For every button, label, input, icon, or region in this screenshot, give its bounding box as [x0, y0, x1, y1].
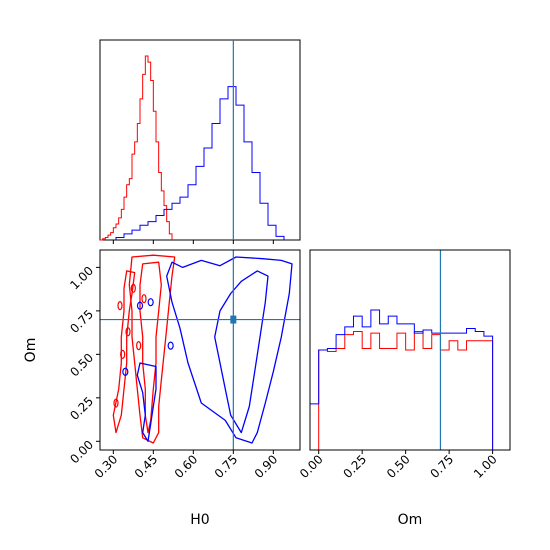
panel-contour: [99, 249, 301, 451]
y-axis-label-om: Om: [23, 338, 39, 363]
contour-red-island: [113, 398, 119, 408]
tick-label-om-x: 0.25: [341, 452, 370, 481]
contour-red-inner: [139, 261, 162, 434]
tick-label-om-x: 0.50: [384, 452, 413, 481]
truth-marker: [230, 315, 237, 324]
tick-label-om-y: 1.00: [67, 264, 96, 293]
tick-label-om-y: 0.50: [67, 351, 96, 380]
panel-h0-frame: [99, 39, 301, 241]
contour-blue-island: [122, 367, 129, 376]
contour-blue-island: [167, 341, 174, 350]
panel-contour-frame: [99, 249, 301, 451]
tick-label-om-y: 0.25: [67, 394, 96, 423]
tick-label-om-y: 0.00: [67, 438, 96, 467]
contour-blue-island: [136, 301, 144, 310]
tick-label-om-x: 0.75: [427, 452, 456, 481]
contour-blue-inner: [214, 270, 269, 434]
om-histogram-blue: [309, 309, 502, 451]
tick-label-h0: 0.60: [172, 452, 201, 481]
x-axis-label-h0: H0: [190, 512, 209, 528]
panel-om-frame: [309, 249, 511, 451]
panel-om-histogram: [309, 249, 511, 451]
contour-red-island: [141, 294, 147, 304]
tick-label-h0: 0.75: [212, 452, 241, 481]
h0-histogram-red: [100, 55, 173, 241]
contour-blue-island: [147, 298, 154, 307]
contour-red-left-lobe: [112, 270, 136, 434]
contour-blue-streak: [136, 362, 157, 442]
contour-blue-outer: [166, 256, 293, 444]
tick-label-h0: 0.45: [132, 452, 161, 481]
tick-label-h0: 0.30: [92, 452, 121, 481]
contour-red-island: [130, 283, 136, 293]
om-histogram-red: [318, 331, 494, 450]
tick-marks: [96, 240, 494, 454]
contour-red-island: [125, 327, 131, 337]
tick-label-om-x: 0.00: [297, 452, 326, 481]
x-axis-label-om: Om: [398, 512, 423, 528]
tick-label-om-x: 1.00: [471, 452, 500, 481]
contour-red-island: [120, 349, 126, 359]
h0-histogram-blue: [115, 86, 285, 240]
tick-label-h0: 0.90: [252, 452, 281, 481]
panel-h0-histogram: [99, 39, 301, 241]
contour-red-outer: [128, 254, 176, 444]
tick-label-om-y: 0.75: [67, 307, 96, 336]
contour-red-island: [117, 301, 123, 311]
contour-red-island: [136, 341, 142, 351]
